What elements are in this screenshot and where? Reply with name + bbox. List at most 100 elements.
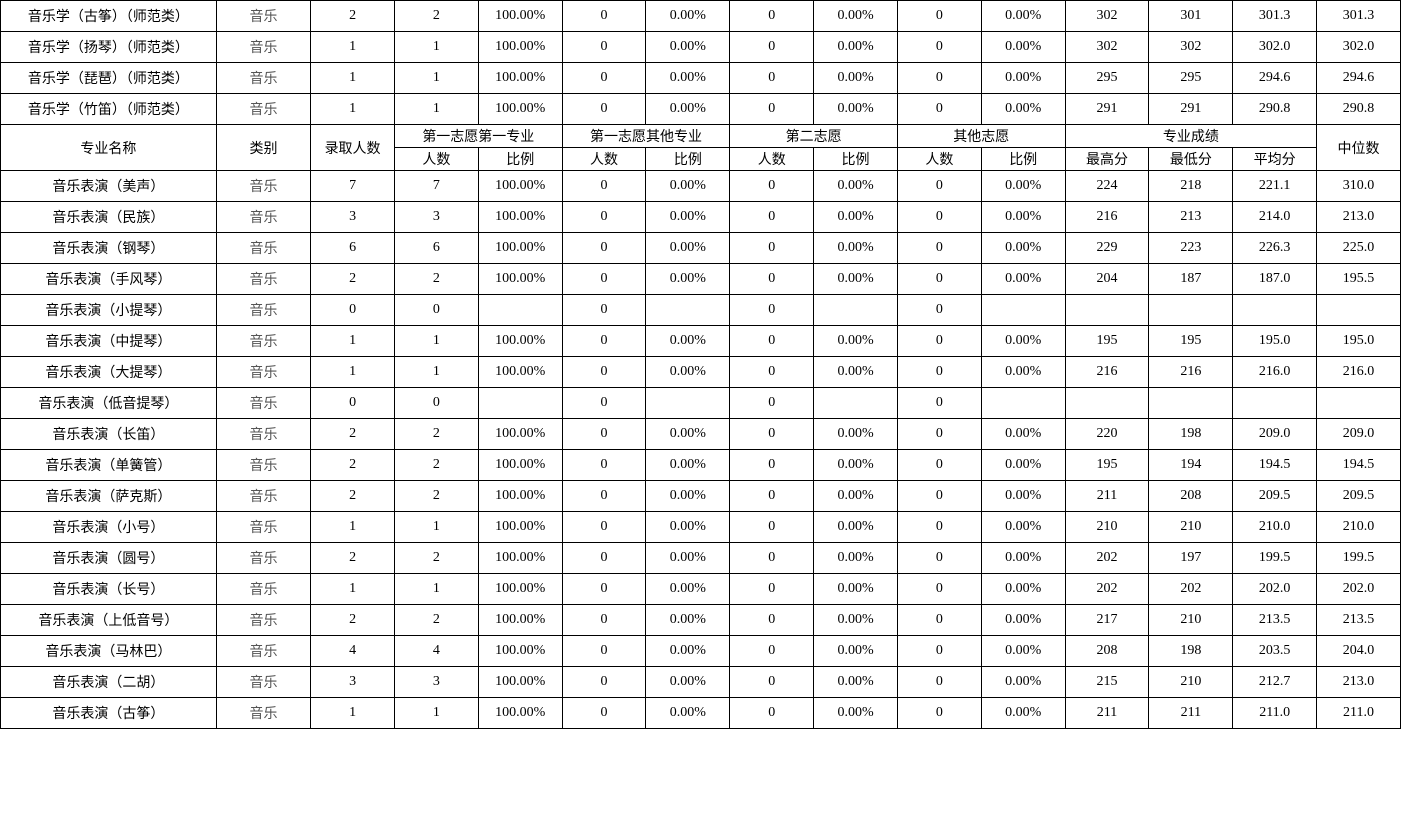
cell-c2: 0 — [562, 698, 646, 729]
cell-r1: 100.00% — [478, 574, 562, 605]
cell-max: 202 — [1065, 543, 1149, 574]
cell-r1: 100.00% — [478, 605, 562, 636]
table-row: 音乐表演（上低音号）音乐22100.00%00.00%00.00%00.00%2… — [1, 605, 1401, 636]
cell-r4: 0.00% — [981, 94, 1065, 125]
cell-admit: 0 — [311, 295, 395, 326]
cell-r3: 0.00% — [814, 481, 898, 512]
cell-avg: 210.0 — [1233, 512, 1317, 543]
cell-avg: 202.0 — [1233, 574, 1317, 605]
cell-med: 195.0 — [1317, 326, 1401, 357]
cell-r1: 100.00% — [478, 512, 562, 543]
cell-cat: 音乐 — [216, 63, 310, 94]
cell-c1: 0 — [394, 295, 478, 326]
cell-min: 194 — [1149, 450, 1233, 481]
cell-min: 302 — [1149, 32, 1233, 63]
cell-r4: 0.00% — [981, 698, 1065, 729]
cell-min: 210 — [1149, 605, 1233, 636]
cell-c3: 0 — [730, 698, 814, 729]
cell-avg: 302.0 — [1233, 32, 1317, 63]
cell-c3: 0 — [730, 202, 814, 233]
col-group2: 第一志愿其他专业 — [562, 125, 730, 148]
cell-admit: 6 — [311, 233, 395, 264]
cell-c4: 0 — [897, 698, 981, 729]
table-row: 音乐表演（长号）音乐11100.00%00.00%00.00%00.00%202… — [1, 574, 1401, 605]
cell-max: 291 — [1065, 94, 1149, 125]
cell-r2 — [646, 388, 730, 419]
cell-c1: 1 — [394, 357, 478, 388]
cell-c2: 0 — [562, 667, 646, 698]
table-row: 音乐学（古筝）（师范类）音乐22100.00%00.00%00.00%00.00… — [1, 1, 1401, 32]
cell-max: 229 — [1065, 233, 1149, 264]
cell-min: 198 — [1149, 419, 1233, 450]
cell-med: 213.0 — [1317, 667, 1401, 698]
cell-r3: 0.00% — [814, 326, 898, 357]
cell-r3: 0.00% — [814, 698, 898, 729]
col-c3: 人数 — [730, 148, 814, 171]
cell-r2: 0.00% — [646, 32, 730, 63]
cell-cat: 音乐 — [216, 32, 310, 63]
cell-r4: 0.00% — [981, 1, 1065, 32]
cell-c2: 0 — [562, 63, 646, 94]
col-c4: 人数 — [897, 148, 981, 171]
cell-r1: 100.00% — [478, 481, 562, 512]
cell-r4: 0.00% — [981, 667, 1065, 698]
cell-r2: 0.00% — [646, 512, 730, 543]
cell-avg: 211.0 — [1233, 698, 1317, 729]
cell-c4: 0 — [897, 636, 981, 667]
cell-avg: 199.5 — [1233, 543, 1317, 574]
col-c2: 人数 — [562, 148, 646, 171]
table-row: 音乐表演（小号）音乐11100.00%00.00%00.00%00.00%210… — [1, 512, 1401, 543]
cell-r3 — [814, 388, 898, 419]
cell-med: 225.0 — [1317, 233, 1401, 264]
cell-cat: 音乐 — [216, 94, 310, 125]
table-row: 音乐表演（长笛）音乐22100.00%00.00%00.00%00.00%220… — [1, 419, 1401, 450]
cell-c1: 1 — [394, 698, 478, 729]
cell-r2: 0.00% — [646, 1, 730, 32]
cell-r4: 0.00% — [981, 543, 1065, 574]
cell-c1: 1 — [394, 32, 478, 63]
col-group3: 第二志愿 — [730, 125, 898, 148]
cell-r3: 0.00% — [814, 264, 898, 295]
cell-r1: 100.00% — [478, 636, 562, 667]
cell-r4: 0.00% — [981, 63, 1065, 94]
cell-admit: 2 — [311, 1, 395, 32]
header-row-1: 专业名称 类别 录取人数 第一志愿第一专业 第一志愿其他专业 第二志愿 其他志愿… — [1, 125, 1401, 148]
cell-r1: 100.00% — [478, 357, 562, 388]
cell-r3 — [814, 295, 898, 326]
table-row: 音乐表演（二胡）音乐33100.00%00.00%00.00%00.00%215… — [1, 667, 1401, 698]
cell-cat: 音乐 — [216, 171, 310, 202]
cell-c1: 1 — [394, 326, 478, 357]
cell-avg — [1233, 295, 1317, 326]
cell-c2: 0 — [562, 94, 646, 125]
cell-r2: 0.00% — [646, 450, 730, 481]
cell-min: 216 — [1149, 357, 1233, 388]
cell-c4: 0 — [897, 667, 981, 698]
cell-med: 209.0 — [1317, 419, 1401, 450]
cell-max: 220 — [1065, 419, 1149, 450]
cell-cat: 音乐 — [216, 295, 310, 326]
cell-avg: 212.7 — [1233, 667, 1317, 698]
cell-c1: 2 — [394, 543, 478, 574]
cell-c1: 2 — [394, 419, 478, 450]
cell-r2: 0.00% — [646, 667, 730, 698]
cell-c4: 0 — [897, 202, 981, 233]
cell-admit: 2 — [311, 450, 395, 481]
cell-admit: 1 — [311, 326, 395, 357]
cell-c4: 0 — [897, 326, 981, 357]
table-row: 音乐表演（中提琴）音乐11100.00%00.00%00.00%00.00%19… — [1, 326, 1401, 357]
cell-c1: 2 — [394, 605, 478, 636]
cell-r4: 0.00% — [981, 450, 1065, 481]
cell-med: 213.5 — [1317, 605, 1401, 636]
cell-c3: 0 — [730, 419, 814, 450]
cell-r1: 100.00% — [478, 264, 562, 295]
table-row: 音乐表演（萨克斯）音乐22100.00%00.00%00.00%00.00%21… — [1, 481, 1401, 512]
table-row: 音乐表演（圆号）音乐22100.00%00.00%00.00%00.00%202… — [1, 543, 1401, 574]
cell-med: 310.0 — [1317, 171, 1401, 202]
col-r2: 比例 — [646, 148, 730, 171]
cell-max: 211 — [1065, 698, 1149, 729]
cell-admit: 4 — [311, 636, 395, 667]
cell-r1: 100.00% — [478, 94, 562, 125]
cell-c3: 0 — [730, 63, 814, 94]
cell-avg: 221.1 — [1233, 171, 1317, 202]
cell-min: 295 — [1149, 63, 1233, 94]
